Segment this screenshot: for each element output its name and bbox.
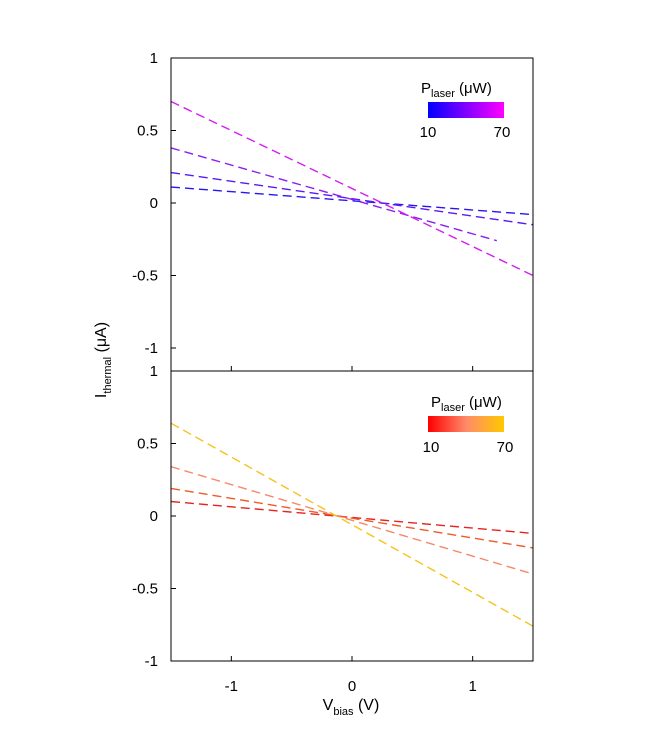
- x-axis-label: Vbias (V): [323, 697, 380, 718]
- top-series-line-1: [170, 186, 534, 216]
- bottom-y-tick-label: 0: [150, 508, 158, 525]
- top-colorbar-max: 70: [494, 124, 511, 141]
- bottom-series-line-2: [170, 487, 534, 549]
- bottom-series-line-3: [170, 466, 534, 575]
- bottom-y-tick-label: -1: [145, 653, 158, 670]
- top-y-tick-label: 0.5: [137, 123, 158, 140]
- top-colorbar-title: Plaser (μW): [421, 80, 492, 100]
- top-y-tick-label: -1: [145, 340, 158, 357]
- top-panel: 1 0.5 0 -0.5 -1 Plaser (μW) 10 70: [132, 50, 534, 372]
- bottom-x-tick-label: 1: [468, 678, 476, 695]
- top-series-line-4: [170, 100, 534, 277]
- bottom-y-tick-label: 0.5: [137, 436, 158, 453]
- top-series-line-2: [170, 171, 534, 226]
- bottom-x-tick-label: -1: [225, 678, 238, 695]
- bottom-y-tick-label: -0.5: [132, 581, 158, 598]
- bottom-series-group: [170, 422, 534, 627]
- bottom-x-tick-label: 0: [348, 678, 356, 695]
- bottom-y-tick-label: 1: [150, 363, 158, 380]
- top-series-line-3: [170, 147, 497, 242]
- top-y-tick-label: 0: [150, 195, 158, 212]
- top-ticks: 1 0.5 0 -0.5 -1: [132, 50, 474, 371]
- top-series-group: [170, 100, 534, 277]
- bottom-panel: 1 0.5 0 -0.5 -1 -1 0 1 Plaser (μW) 10 70: [132, 363, 534, 695]
- top-colorbar-bar: [428, 102, 504, 118]
- bottom-colorbar-min: 10: [423, 439, 440, 456]
- bottom-series-line-4: [170, 422, 534, 627]
- bottom-ticks: 1 0.5 0 -0.5 -1 -1 0 1: [132, 363, 477, 695]
- top-colorbar-min: 10: [420, 124, 437, 141]
- bottom-plot-frame: [170, 370, 534, 662]
- top-y-tick-label: -0.5: [132, 268, 158, 285]
- bottom-colorbar-max: 70: [497, 439, 514, 456]
- bottom-series-line-1: [170, 500, 534, 535]
- top-colorbar: Plaser (μW) 10 70: [420, 80, 511, 141]
- bottom-colorbar: Plaser (μW) 10 70: [423, 394, 514, 456]
- y-axis-label: Ithermal (μA): [93, 322, 114, 398]
- top-y-tick-label: 1: [150, 50, 158, 67]
- bottom-colorbar-title: Plaser (μW): [431, 394, 502, 414]
- bottom-colorbar-bar: [428, 416, 504, 432]
